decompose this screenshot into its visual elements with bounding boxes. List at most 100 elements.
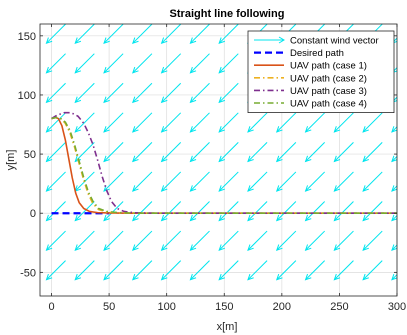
wind-arrow [74,260,95,281]
wind-arrow [45,82,66,104]
wind-arrow [132,82,153,104]
wind-arrow [247,142,268,163]
wind-arrow [189,201,210,222]
wind-arrow [275,260,297,281]
wind-arrow [218,201,239,222]
x-axis-label: x[m] [217,321,238,333]
wind-arrow [189,260,210,281]
wind-arrow [304,171,326,192]
wind-arrow [132,201,153,222]
axes-box [39,23,398,297]
wind-arrow [189,171,210,192]
legend-entry: UAV path (case 2) [254,73,367,84]
x-tick-label: 100 [157,301,175,313]
plot-area: 0 50 100 150 200 250 300 -50 0 50 100 150 Constant w… [18,23,406,313]
wind-arrow [189,112,210,133]
wind-arrow [362,171,383,192]
wind-arrow [247,230,268,251]
wind-arrow [160,112,182,133]
wind-arrow [45,142,66,163]
legend-entry: Desired path [254,48,344,59]
wind-arrow [333,112,354,133]
x-tick-label: 300 [388,301,406,313]
y-tick-label: -50 [20,267,36,279]
wind-arrow [304,142,326,163]
legend-label: UAV path (case 2) [290,73,367,84]
wind-arrow [218,24,239,45]
wind-arrow [160,142,182,163]
wind-arrow [304,112,326,133]
x-tick-label: 200 [273,301,291,313]
wind-arrow [103,201,124,222]
wind-arrow [247,171,268,192]
wind-arrow [391,244,397,251]
wind-arrow [247,260,268,281]
wind-arrow [333,260,354,281]
y-axis-label: y[m] [5,150,17,171]
wind-arrow [132,142,153,163]
wind-arrow [304,230,326,251]
wind-arrow [247,112,268,133]
wind-arrow [103,53,124,74]
wind-arrow [160,53,182,74]
wind-arrow [74,112,95,133]
wind-arrow [103,171,124,192]
legend-label: UAV path (case 4) [290,99,367,110]
legend-entry: UAV path (case 1) [254,61,367,72]
wind-arrow [304,201,326,222]
wind-arrow [45,112,66,133]
wind-arrow [218,53,239,74]
wind-arrow [391,273,397,281]
wind-arrow [45,53,66,74]
wind-arrow [275,112,297,133]
wind-arrow [132,53,153,74]
wind-arrow [74,230,95,251]
legend-box [247,30,395,113]
wind-arrow [275,201,297,222]
wind-arrow [218,142,239,163]
wind-arrow [103,82,124,104]
y-tick-label: 150 [18,31,36,43]
wind-arrow [218,112,239,133]
wind-arrow [74,24,95,45]
wind-arrow [362,260,383,281]
wind-arrow [160,24,182,45]
wind-arrow [132,260,153,281]
wind-arrow [304,260,326,281]
wind-arrow [218,82,239,104]
wind-arrow [189,142,210,163]
wind-arrow [218,230,239,251]
wind-arrow [391,126,397,133]
wind-arrow [103,142,124,163]
wind-arrow [160,260,182,281]
wind-arrow [160,82,182,104]
y-tick-label: 0 [30,208,36,220]
wind-arrow [218,260,239,281]
wind-arrow [132,230,153,251]
y-tick-label: 100 [18,90,36,102]
wind-arrow [103,112,124,133]
legend-entry: Constant wind vector [254,36,379,47]
series-group [51,111,397,215]
wind-arrow [391,155,397,163]
wind-arrow [391,214,397,222]
y-tick-label: 50 [24,149,36,161]
wind-arrow [103,260,124,281]
wind-arrow [74,53,95,74]
legend-label: UAV path (case 3) [290,86,367,97]
series-line-4 [51,111,397,215]
wind-arrow [160,230,182,251]
legend-label: UAV path (case 1) [290,61,367,72]
wind-arrow [247,201,268,222]
series-line-5 [51,116,397,215]
wind-arrow [275,230,297,251]
wind-field [45,24,397,281]
wind-arrow [45,24,66,45]
legend-label: Constant wind vector [290,36,379,47]
wind-arrow [74,201,95,222]
wind-arrow [189,230,210,251]
wind-arrow [189,24,210,45]
x-tick-label: 50 [103,301,115,313]
wind-arrow [103,24,124,45]
legend-label: Desired path [290,48,344,59]
